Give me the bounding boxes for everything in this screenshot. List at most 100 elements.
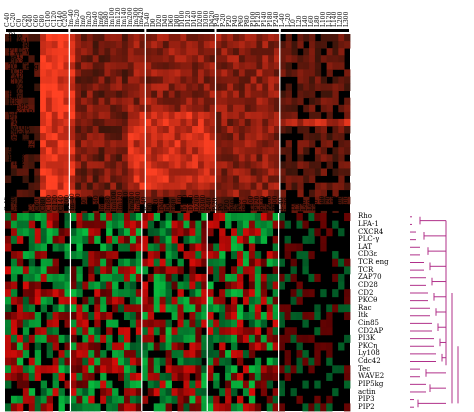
heatmap-cell	[63, 196, 70, 205]
heatmap-cell	[213, 403, 220, 412]
heatmap-cell	[145, 182, 152, 191]
heatmap-cell	[133, 182, 140, 191]
heatmap-cell	[58, 312, 65, 321]
heatmap-cell	[106, 220, 113, 229]
heatmap-cell	[209, 104, 216, 113]
heatmap-cell	[183, 327, 190, 336]
heatmap-cell	[314, 118, 322, 127]
heatmap-cell	[168, 203, 175, 212]
heatmap-cell	[219, 312, 226, 321]
heatmap-cell	[203, 41, 211, 49]
heatmap-cell	[296, 342, 303, 351]
heatmap-cell	[81, 104, 88, 113]
heatmap-cell	[209, 133, 216, 141]
heatmap-cell	[63, 83, 70, 92]
heatmap-cell	[135, 403, 143, 412]
heatmap-cell	[88, 266, 95, 275]
heatmap-cell	[297, 69, 304, 77]
heatmap-cell	[260, 319, 268, 328]
heatmap-cell	[197, 48, 205, 56]
heatmap-cell	[64, 380, 71, 389]
heatmap-cell	[192, 104, 199, 113]
heatmap-cell	[52, 380, 59, 389]
heatmap-cell	[248, 220, 256, 229]
heatmap-cell	[273, 168, 281, 176]
heatmap-cell	[320, 41, 328, 49]
heatmap-cell	[268, 69, 275, 77]
heatmap-cell	[297, 90, 304, 99]
heatmap-cell	[34, 312, 42, 321]
heatmap-cell	[203, 147, 211, 155]
heatmap-cell	[165, 266, 172, 275]
heatmap-cell	[110, 182, 117, 191]
heatmap-cell	[127, 48, 135, 56]
heatmap-cell	[145, 48, 152, 56]
heatmap-cell	[133, 111, 140, 120]
heatmap-cell	[64, 243, 71, 252]
heatmap-cell	[231, 380, 238, 389]
heatmap-cell	[197, 133, 205, 141]
heatmap-cell	[268, 48, 275, 56]
heatmap-cell	[81, 83, 88, 92]
heatmap-cell	[159, 243, 167, 252]
heatmap-cell	[183, 220, 190, 229]
row-label: PIP5kg	[358, 379, 384, 388]
heatmap-cell	[129, 228, 137, 237]
heatmap-cell	[279, 118, 287, 127]
heatmap-cell	[28, 281, 36, 290]
heatmap-cell	[244, 34, 251, 42]
heatmap-cell	[157, 62, 164, 70]
heatmap-cell	[233, 154, 240, 162]
heatmap-cell	[58, 304, 65, 313]
heatmap-cell	[248, 228, 256, 237]
heatmap-cell	[203, 76, 211, 84]
heatmap-cell	[165, 350, 172, 359]
heatmap-cell	[256, 62, 263, 70]
heatmap-cell	[129, 365, 137, 374]
heatmap-cell	[63, 41, 70, 49]
heatmap-cell	[81, 140, 88, 148]
heatmap-cell	[94, 350, 101, 359]
heatmap-cell	[338, 34, 345, 42]
heatmap-cell	[22, 41, 29, 49]
heatmap-cell	[221, 83, 228, 92]
heatmap-cell	[45, 69, 53, 77]
heatmap-cell	[177, 357, 184, 366]
heatmap-cell	[22, 304, 30, 313]
heatmap-cell	[63, 111, 70, 120]
heatmap-cell	[332, 133, 339, 141]
heatmap-cell	[153, 319, 161, 328]
heatmap-cell	[344, 97, 351, 106]
heatmap-cell	[303, 133, 310, 141]
heatmap-cell	[94, 235, 101, 244]
heatmap-cell	[290, 296, 297, 305]
heatmap-cell	[22, 154, 29, 162]
heatmap-cell	[221, 97, 228, 106]
heatmap-cell	[157, 189, 164, 198]
heatmap-cell	[98, 140, 105, 148]
heatmap-cell	[63, 126, 70, 134]
heatmap-cell	[133, 48, 140, 56]
heatmap-cell	[213, 380, 220, 389]
heatmap-cell	[127, 133, 135, 141]
heatmap-cell	[81, 48, 88, 56]
heatmap-cell	[121, 97, 129, 106]
heatmap-cell	[5, 220, 12, 229]
heatmap-cell	[81, 126, 88, 134]
heatmap-cell	[76, 213, 83, 222]
heatmap-cell	[183, 281, 190, 290]
heatmap-cell	[57, 203, 64, 212]
heatmap-cell	[291, 69, 298, 77]
heatmap-cell	[86, 168, 94, 176]
heatmap-cell	[16, 76, 23, 84]
row-label: LAT	[8, 52, 22, 61]
heatmap-cell	[303, 118, 310, 127]
heatmap-cell	[40, 111, 47, 120]
heatmap-cell	[195, 251, 202, 260]
row-label: WAVE2	[358, 372, 385, 381]
heatmap-cell	[227, 154, 234, 162]
heatmap-cell	[174, 48, 181, 56]
heatmap-cell	[338, 133, 345, 141]
heatmap-cell	[40, 304, 48, 313]
heatmap-cell	[231, 251, 238, 260]
